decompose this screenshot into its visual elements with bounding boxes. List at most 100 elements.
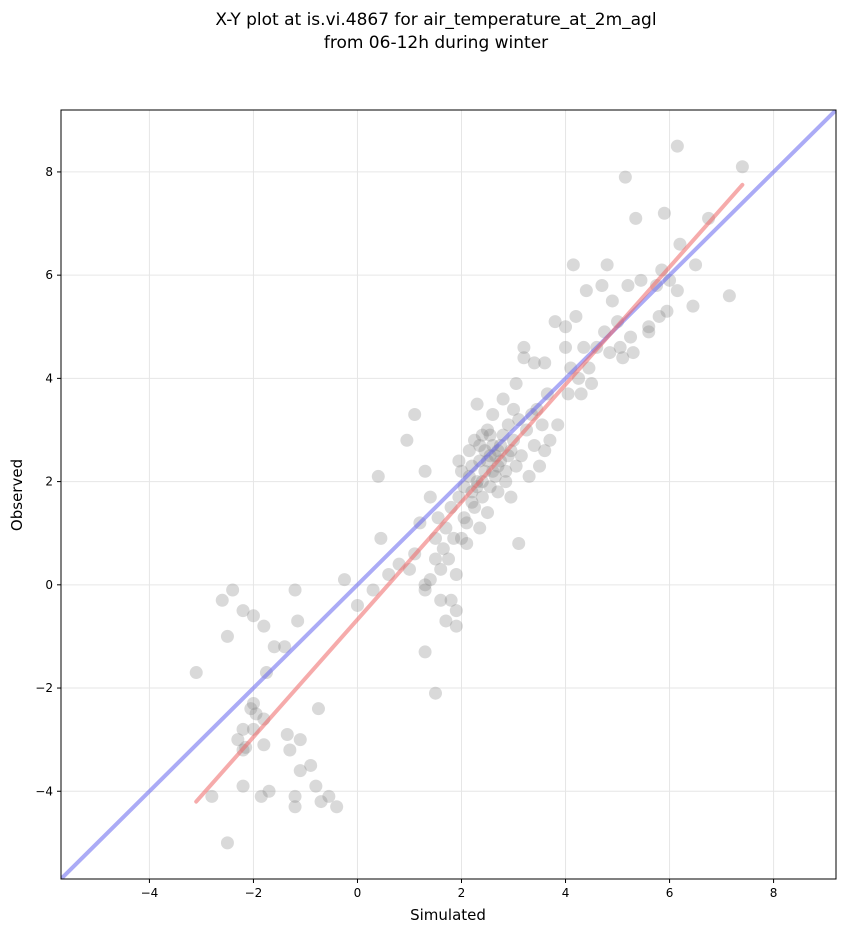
data-point (735, 160, 749, 174)
data-point (559, 340, 573, 354)
identity-line (61, 110, 836, 879)
data-point (621, 278, 635, 292)
data-point (603, 346, 617, 360)
data-point (288, 583, 302, 597)
data-point (634, 273, 648, 287)
data-point (483, 428, 497, 442)
data-point (629, 211, 643, 225)
data-point (600, 258, 614, 272)
data-point (527, 438, 541, 452)
data-point (481, 423, 495, 437)
data-point (226, 583, 240, 597)
data-point (473, 521, 487, 535)
data-point (512, 537, 526, 551)
data-point (473, 438, 487, 452)
data-point (566, 258, 580, 272)
data-point (660, 304, 674, 318)
data-point (418, 464, 432, 478)
y-tick-label: 0 (45, 578, 53, 592)
x-tick-label: 0 (354, 886, 362, 900)
data-point (517, 340, 531, 354)
x-tick-label: 8 (770, 886, 778, 900)
data-point (434, 562, 448, 576)
data-point (507, 402, 521, 416)
data-point (670, 139, 684, 153)
data-point (428, 686, 442, 700)
data-point (452, 454, 466, 468)
data-point (509, 459, 523, 473)
x-tick-label: −2 (245, 886, 263, 900)
data-point (509, 377, 523, 391)
data-point (670, 284, 684, 298)
data-point (686, 299, 700, 313)
data-point (288, 800, 302, 814)
data-point (561, 387, 575, 401)
data-point (220, 836, 234, 850)
y-tick-label: 6 (45, 268, 53, 282)
data-point (514, 449, 528, 463)
data-point (504, 490, 518, 504)
data-point (293, 733, 307, 747)
data-point (499, 475, 513, 489)
data-point (616, 351, 630, 365)
data-point (499, 464, 513, 478)
data-point (350, 598, 364, 612)
data-point (311, 702, 325, 716)
data-point (254, 789, 268, 803)
data-point (246, 697, 260, 711)
x-tick-label: 4 (562, 886, 570, 900)
y-axis-ticks: −4 −2 0 2 4 6 8 (35, 165, 61, 798)
data-point (455, 531, 469, 545)
data-point (559, 320, 573, 334)
y-tick-label: 8 (45, 165, 53, 179)
data-point (374, 531, 388, 545)
data-point (314, 795, 328, 809)
x-tick-label: 2 (458, 886, 466, 900)
data-point (436, 542, 450, 556)
y-tick-label: 4 (45, 371, 53, 385)
data-point (535, 418, 549, 432)
data-point (618, 170, 632, 184)
data-point (483, 480, 497, 494)
data-point (538, 444, 552, 458)
data-point (257, 619, 271, 633)
data-point (439, 614, 453, 628)
data-point (579, 284, 593, 298)
data-point (293, 764, 307, 778)
data-point (689, 258, 703, 272)
data-point (291, 614, 305, 628)
data-point (337, 573, 351, 587)
data-point (486, 408, 500, 422)
data-point (249, 707, 263, 721)
data-point (722, 289, 736, 303)
data-point (257, 738, 271, 752)
data-point (309, 779, 323, 793)
data-point (267, 640, 281, 654)
data-point (428, 552, 442, 566)
x-tick-label: 6 (666, 886, 674, 900)
regression-line (194, 182, 745, 804)
chart-title-line1: X-Y plot at is.vi.4867 for air_temperatu… (215, 10, 656, 30)
data-point (449, 604, 463, 618)
data-point (652, 309, 666, 323)
data-point (220, 629, 234, 643)
data-point (533, 459, 547, 473)
y-tick-label: −2 (35, 681, 53, 695)
data-point (457, 511, 471, 525)
data-point (189, 666, 203, 680)
y-axis-label: Observed (8, 459, 26, 531)
x-axis-ticks: −4 −2 0 2 4 6 8 (141, 879, 778, 900)
data-point (626, 346, 640, 360)
data-point (475, 490, 489, 504)
data-point (460, 537, 474, 551)
data-point (423, 573, 437, 587)
data-point (574, 387, 588, 401)
data-point (475, 428, 489, 442)
data-point (673, 237, 687, 251)
data-point (488, 469, 502, 483)
data-point (278, 640, 292, 654)
data-point (657, 206, 671, 220)
data-point (449, 567, 463, 581)
data-point (434, 593, 448, 607)
